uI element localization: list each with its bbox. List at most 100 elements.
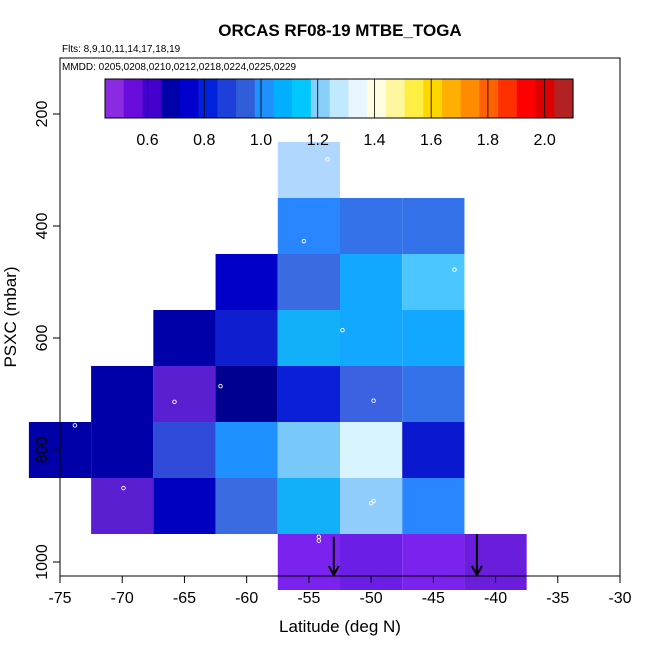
heatmap-cell	[277, 198, 340, 254]
colorbar-segment	[479, 79, 499, 118]
x-tick-label: -40	[484, 590, 507, 607]
heatmap-cell	[277, 254, 340, 310]
colorbar-segment	[236, 79, 256, 118]
direction-arrows	[327, 534, 483, 578]
heatmap-cell	[153, 366, 216, 422]
colorbar-tick-label: 1.6	[420, 132, 442, 149]
heatmap-cell	[402, 198, 465, 254]
colorbar-segment	[179, 79, 200, 118]
heatmap-cell	[340, 198, 403, 254]
colorbar-segment	[460, 79, 480, 118]
x-tick-label: -50	[360, 590, 383, 607]
sample-point	[422, 190, 427, 195]
y-axis: 200 400 600 800 1000	[34, 101, 60, 580]
sample-point	[371, 498, 376, 504]
x-tick-label: -60	[235, 590, 258, 607]
heatmap-cell	[340, 422, 403, 478]
colorbar-segment	[385, 79, 406, 118]
heatmap-cell	[277, 310, 340, 366]
heatmap-cell	[215, 478, 278, 534]
flights-subtitle: Flts: 8,9,10,11,14,17,18,19	[62, 44, 181, 55]
heatmap-cell	[277, 366, 340, 422]
heatmap-cell	[215, 254, 278, 310]
heatmap-cell	[277, 142, 340, 198]
dates-subtitle: MMDD: 0205,0208,0210,0212,0218,0224,0225…	[62, 62, 297, 73]
x-tick-label: -75	[48, 590, 71, 607]
heatmap-cell	[215, 422, 278, 478]
heatmap-cell	[91, 366, 154, 422]
colorbar: 0.6 0.8 1.0 1.2 1.4 1.6 1.8 2.0	[104, 78, 574, 149]
colorbar-tick-label: 0.8	[193, 132, 215, 149]
colorbar-segment	[161, 79, 181, 118]
colorbar-segment	[310, 79, 331, 118]
y-tick-label: 400	[34, 213, 51, 240]
x-tick-label: -55	[297, 590, 320, 607]
sample-point	[316, 538, 322, 543]
y-tick-label: 800	[34, 437, 51, 464]
colorbar-segment	[516, 79, 537, 118]
plot-frame	[59, 57, 621, 577]
colorbar-segment	[292, 79, 312, 118]
heatmap-cell	[340, 310, 403, 366]
sample-point	[452, 267, 457, 272]
colorbar-tick-label: 1.8	[477, 132, 499, 149]
heatmap-cell	[91, 422, 154, 478]
colorbar-segment	[142, 79, 162, 118]
x-tick-label: -65	[173, 590, 196, 607]
arrow-head	[471, 565, 483, 578]
colorbar-segment	[198, 79, 218, 118]
x-tick-label: -30	[608, 590, 631, 607]
colorbar-segment	[498, 79, 518, 118]
sample-point	[371, 178, 376, 184]
sample-point	[301, 238, 307, 244]
heatmap-cell	[402, 366, 465, 422]
heatmap-cell	[153, 422, 216, 478]
colorbar-segment	[404, 79, 424, 118]
y-tick-label: 200	[34, 101, 51, 128]
colorbar-segment	[423, 79, 443, 118]
sample-point	[72, 423, 78, 428]
x-axis: -75 -70 -65 -60 -55 -50 -45 -40 -35 -30	[48, 576, 632, 607]
heatmap-cell	[215, 310, 278, 366]
colorbar-segment	[329, 79, 349, 118]
heatmap-cell	[215, 366, 278, 422]
arrow-head	[327, 565, 340, 578]
sample-point	[172, 399, 177, 405]
y-tick-label: 600	[34, 325, 51, 352]
sample-point	[482, 226, 487, 232]
heatmap-cell	[340, 478, 403, 534]
colorbar-tick-label: 1.0	[250, 132, 272, 149]
sample-point	[368, 500, 374, 506]
y-tick-label: 1000	[34, 544, 51, 580]
heatmap-cell	[277, 422, 340, 478]
colorbar-segment	[123, 79, 144, 118]
chart-title: ORCAS RF08-19 MTBE_TOGA	[218, 21, 461, 40]
colorbar-tick-label: 1.2	[307, 132, 329, 149]
heatmap-cell	[153, 478, 216, 534]
x-tick-label: -70	[111, 590, 134, 607]
sample-point	[540, 559, 546, 565]
sample-points	[72, 157, 546, 565]
sample-point	[325, 157, 330, 162]
colorbar-segment	[554, 79, 574, 118]
sample-point	[218, 383, 223, 389]
heatmap-cell	[340, 366, 403, 422]
colorbar-tick-label: 0.6	[136, 132, 158, 149]
heatmap-cell	[153, 310, 216, 366]
colorbar-segment	[254, 79, 275, 118]
sample-point	[340, 327, 345, 333]
heatmap-cell	[402, 254, 465, 310]
colorbar-tick-label: 1.4	[363, 132, 385, 149]
colorbar-segment	[217, 79, 237, 118]
x-axis-label: Latitude (deg N)	[279, 617, 401, 636]
sample-point	[121, 485, 126, 491]
heatmap-cell	[277, 478, 340, 534]
colorbar-segment	[441, 79, 462, 118]
colorbar-segment	[273, 79, 293, 118]
colorbar-segment	[105, 79, 125, 118]
heatmap-cell	[402, 422, 465, 478]
y-axis-label: PSXC (mbar)	[1, 266, 20, 367]
x-tick-label: -35	[546, 590, 569, 607]
colorbar-segment	[367, 79, 387, 118]
